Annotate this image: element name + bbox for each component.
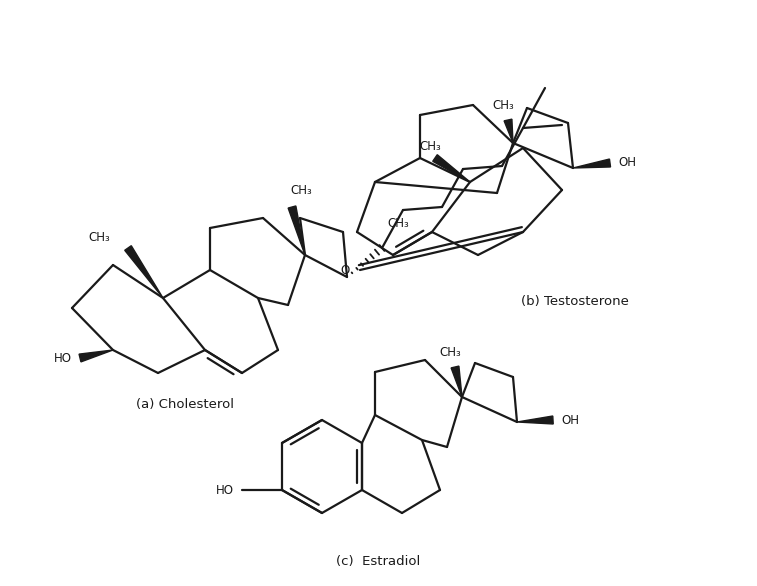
Text: HO: HO — [216, 483, 234, 496]
Text: (a) Cholesterol: (a) Cholesterol — [136, 398, 234, 411]
Polygon shape — [504, 119, 513, 143]
Text: HO: HO — [54, 352, 72, 364]
Polygon shape — [288, 206, 305, 255]
Polygon shape — [433, 155, 470, 182]
Text: CH₃: CH₃ — [387, 217, 409, 230]
Polygon shape — [79, 350, 113, 362]
Text: CH₃: CH₃ — [290, 184, 312, 197]
Polygon shape — [517, 416, 553, 424]
Polygon shape — [573, 159, 611, 168]
Polygon shape — [125, 246, 163, 298]
Text: CH₃: CH₃ — [492, 99, 514, 112]
Text: CH₃: CH₃ — [419, 140, 441, 153]
Polygon shape — [451, 366, 462, 397]
Text: CH₃: CH₃ — [439, 346, 461, 359]
Text: (b) Testosterone: (b) Testosterone — [521, 295, 629, 308]
Text: OH: OH — [618, 156, 636, 169]
Text: OH: OH — [561, 414, 579, 427]
Text: CH₃: CH₃ — [89, 231, 110, 244]
Text: O: O — [341, 264, 350, 277]
Text: (c)  Estradiol: (c) Estradiol — [336, 555, 420, 568]
